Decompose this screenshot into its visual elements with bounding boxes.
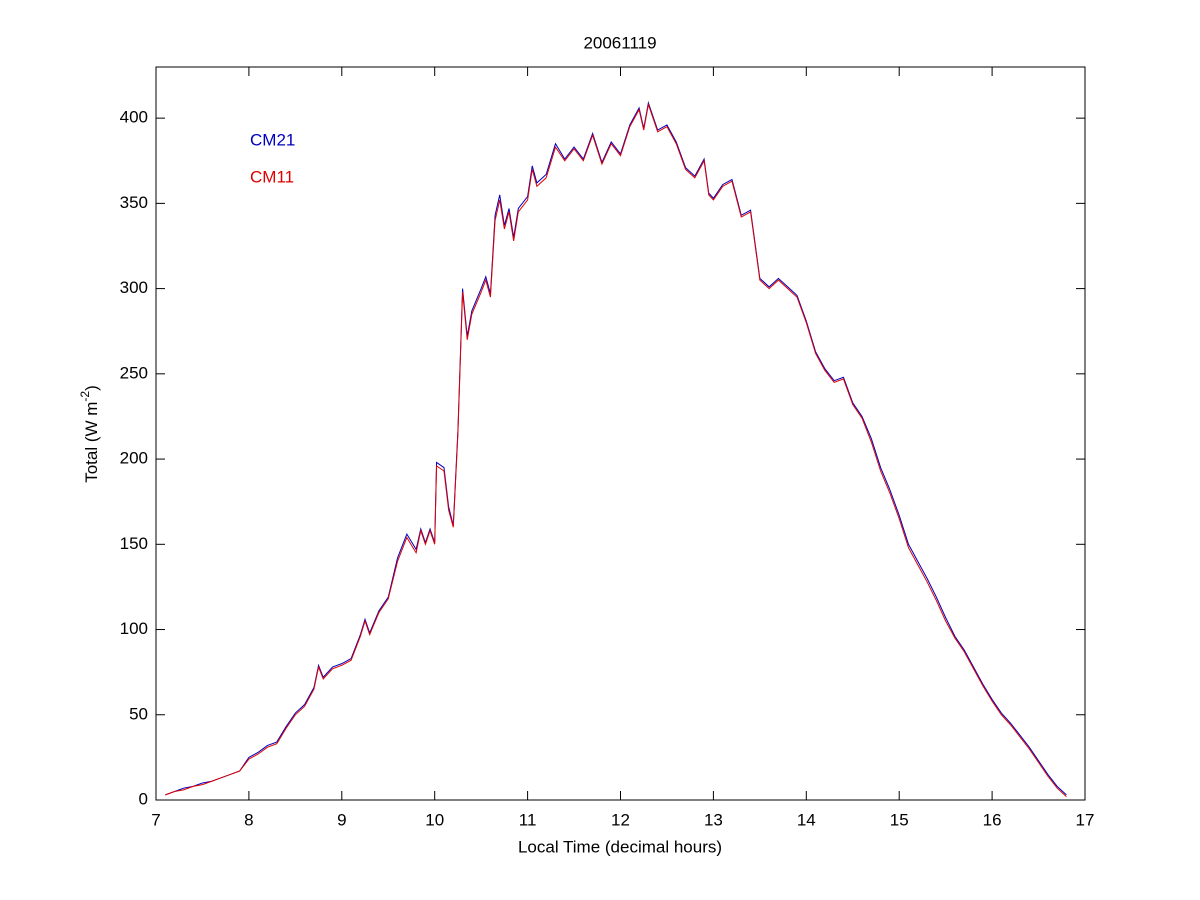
x-tick-label: 14 (797, 810, 816, 829)
x-tick-label: 11 (519, 810, 537, 829)
x-tick-label: 12 (611, 810, 630, 829)
y-tick-label: 400 (120, 108, 148, 127)
y-tick-label: 150 (120, 534, 148, 553)
x-tick-label: 9 (337, 810, 346, 829)
x-tick-label: 7 (151, 810, 160, 829)
y-axis-label: Total (W m-2) (78, 385, 101, 483)
x-axis-label: Local Time (decimal hours) (518, 837, 722, 856)
y-tick-label: 50 (129, 704, 148, 723)
y-tick-label: 250 (120, 363, 148, 382)
series-line (165, 100, 1067, 796)
y-axis-label-main: Total (W m (82, 402, 101, 483)
series-line (165, 102, 1067, 797)
x-tick-label: 17 (1076, 810, 1095, 829)
legend-label: CM11 (250, 167, 294, 186)
y-axis-label-end: ) (82, 385, 101, 391)
x-tick-label: 10 (425, 810, 444, 829)
x-tick-label: 15 (890, 810, 909, 829)
chart-title: 20061119 (583, 33, 656, 52)
y-axis-label-sup: -2 (78, 391, 92, 402)
x-tick-label: 8 (244, 810, 253, 829)
y-tick-label: 200 (120, 449, 148, 468)
y-tick-label: 350 (120, 193, 148, 212)
x-tick-label: 13 (704, 810, 723, 829)
y-tick-label: 300 (120, 278, 148, 297)
y-tick-label: 0 (139, 789, 148, 808)
x-tick-label: 16 (983, 810, 1002, 829)
y-tick-label: 100 (120, 619, 148, 638)
legend-label: CM21 (250, 130, 295, 149)
plot-area (155, 66, 1086, 801)
